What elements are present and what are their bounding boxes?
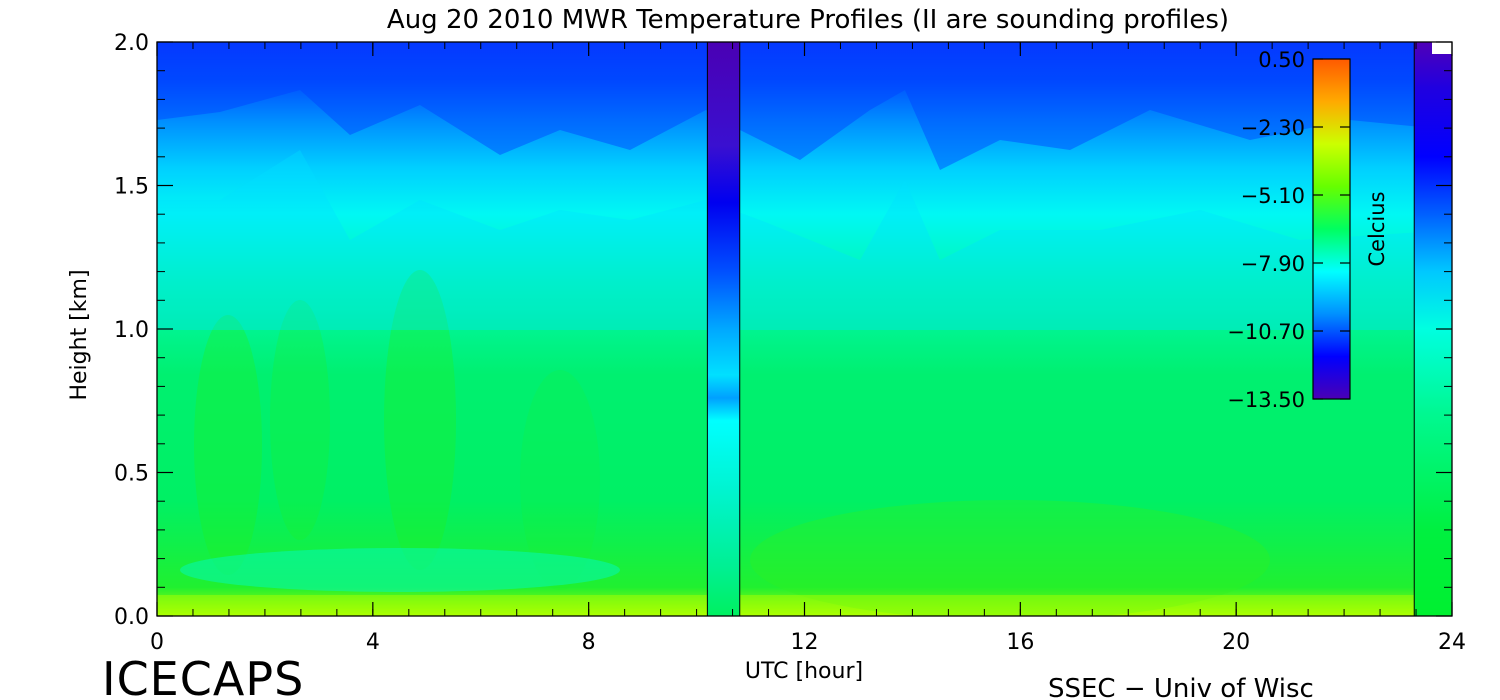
y-axis-label: Height [km] xyxy=(67,269,92,400)
cool-patch xyxy=(180,548,620,592)
cyan-boundary xyxy=(157,150,1452,330)
colorbar: 0.50 −2.30 −5.10 −7.90 −10.70 −13.50 Celcius xyxy=(1227,48,1389,412)
colorbar-tick-label: −2.30 xyxy=(1241,116,1305,140)
x-tick-label: 0 xyxy=(150,630,164,655)
chart-title: Aug 20 2010 MWR Temperature Profiles (II… xyxy=(387,5,1229,35)
x-tick-label: 8 xyxy=(582,630,596,655)
warm-core xyxy=(194,315,262,575)
warm-core xyxy=(270,300,330,540)
x-tick-label: 4 xyxy=(366,630,380,655)
colorbar-tick-label: −13.50 xyxy=(1227,388,1305,412)
colorbar-tick-label: −7.90 xyxy=(1241,252,1305,276)
x-tick-label: 12 xyxy=(791,630,819,655)
temperature-field xyxy=(157,42,1452,616)
colorbar-tick-label: 0.50 xyxy=(1258,48,1305,72)
colorbar-tick-label: −5.10 xyxy=(1241,184,1305,208)
colorbar-gradient-bar xyxy=(1312,58,1351,400)
x-tick-label: 16 xyxy=(1006,630,1034,655)
colorbar-tick-label: −10.70 xyxy=(1227,320,1305,344)
x-tick-label: 20 xyxy=(1222,630,1250,655)
x-axis-label: UTC [hour] xyxy=(745,659,863,684)
y-tick-label: 2.0 xyxy=(114,31,149,56)
warm-core xyxy=(520,370,600,590)
x-tick-label: 24 xyxy=(1438,630,1466,655)
plot-area xyxy=(157,42,1452,616)
corner-gap xyxy=(1432,42,1452,54)
y-tick-label: 0.5 xyxy=(114,462,149,487)
y-axis: 0.0 0.5 1.0 1.5 2.0 xyxy=(114,31,1452,630)
y-tick-label: 0.0 xyxy=(114,605,149,630)
colorbar-label: Celcius xyxy=(1365,191,1389,266)
y-tick-label: 1.5 xyxy=(114,175,149,200)
sounding-profile-1 xyxy=(706,42,741,616)
warm-core xyxy=(384,270,456,570)
colorbar-ticks: 0.50 −2.30 −5.10 −7.90 −10.70 −13.50 xyxy=(1227,48,1350,412)
x-axis: 0 4 8 12 16 20 24 xyxy=(150,42,1466,655)
cold-upper-layer xyxy=(157,42,1452,170)
warm-core xyxy=(750,500,1270,616)
y-tick-label: 1.0 xyxy=(114,318,149,343)
icecaps-label: ICECAPS xyxy=(102,652,304,700)
credit-label: SSEC − Univ of Wisc xyxy=(1048,674,1314,700)
